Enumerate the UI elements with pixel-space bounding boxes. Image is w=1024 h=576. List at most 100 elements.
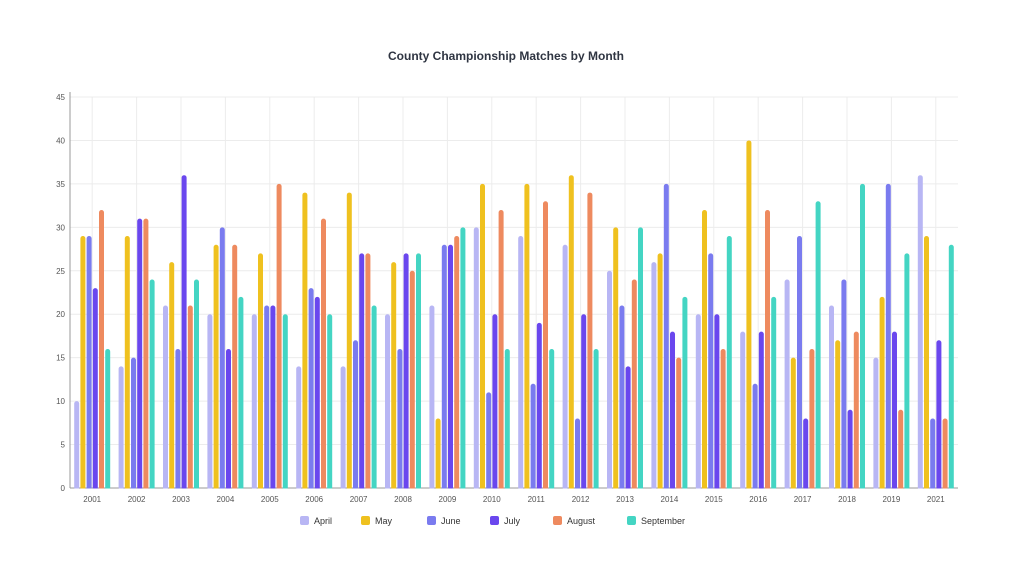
x-tick-label: 2021 — [927, 495, 945, 504]
bar-august-2003 — [187, 305, 193, 490]
y-tick-label: 10 — [56, 397, 65, 406]
x-tick-label: 2010 — [483, 495, 501, 504]
bar-may-2001 — [80, 236, 86, 490]
chart-title: County Championship Matches by Month — [388, 49, 624, 63]
bar-august-2005 — [276, 183, 282, 490]
bar-july-2005 — [270, 305, 276, 490]
bar-june-2017 — [797, 236, 802, 490]
bar-june-2005 — [264, 305, 270, 490]
legend: April May June July August September — [300, 516, 685, 526]
x-tick-label: 2013 — [616, 495, 634, 504]
bar-april-2009 — [429, 305, 435, 490]
bar-april-2014 — [651, 262, 657, 490]
bar-september-2009 — [460, 227, 466, 491]
bar-july-2015 — [714, 314, 720, 490]
bar-may-2018 — [835, 340, 841, 490]
bar-june-2012 — [575, 418, 580, 490]
legend-swatch — [553, 516, 562, 525]
x-tick-label: 2016 — [749, 495, 767, 504]
x-tick-label: 2011 — [528, 495, 546, 504]
bar-july-2021 — [936, 340, 942, 490]
bar-july-2006 — [314, 296, 320, 490]
bar-june-2009 — [441, 244, 447, 490]
legend-item-april[interactable]: April — [300, 516, 332, 526]
bar-april-2001 — [74, 401, 80, 490]
bar-april-2006 — [296, 366, 302, 490]
bar-april-2018 — [829, 305, 834, 490]
bar-may-2021 — [924, 236, 929, 490]
bar-august-2019 — [898, 409, 904, 490]
legend-item-august[interactable]: August — [553, 516, 596, 526]
bar-september-2015 — [726, 236, 732, 490]
bar-april-2010 — [473, 227, 479, 491]
bar-august-2010 — [498, 209, 504, 490]
x-tick-label: 2006 — [305, 495, 323, 504]
x-tick-label: 2008 — [394, 495, 412, 504]
bar-may-2006 — [302, 192, 308, 491]
bar-june-2001 — [86, 236, 92, 490]
bar-june-2011 — [530, 383, 536, 490]
bar-september-2019 — [904, 253, 910, 490]
bar-july-2018 — [847, 409, 853, 490]
bar-september-2016 — [771, 296, 777, 490]
bar-april-2016 — [740, 331, 746, 490]
legend-swatch — [627, 516, 636, 525]
bar-june-2010 — [486, 392, 492, 490]
bar-august-2021 — [942, 418, 948, 490]
bar-september-2001 — [105, 348, 111, 490]
y-tick-label: 45 — [56, 93, 65, 102]
bar-may-2010 — [480, 183, 485, 490]
bar-may-2011 — [524, 183, 530, 490]
bar-july-2008 — [403, 253, 409, 490]
bar-april-2021 — [917, 175, 923, 490]
y-tick-label: 20 — [56, 310, 65, 319]
bar-may-2009 — [435, 418, 441, 490]
bar-september-2010 — [504, 348, 510, 490]
y-tick-label: 40 — [56, 136, 65, 145]
bar-june-2008 — [397, 348, 403, 490]
bar-june-2018 — [841, 279, 847, 490]
bar-august-2004 — [232, 244, 238, 490]
bar-may-2005 — [258, 253, 263, 490]
bar-august-2007 — [365, 253, 371, 490]
legend-swatch — [300, 516, 309, 525]
bar-april-2008 — [385, 314, 390, 490]
bar-august-2009 — [454, 236, 460, 490]
bar-may-2017 — [790, 357, 796, 490]
bar-august-2013 — [631, 279, 637, 490]
bar-may-2013 — [613, 227, 619, 491]
x-tick-label: 2009 — [439, 495, 457, 504]
bar-september-2007 — [371, 305, 377, 490]
y-tick-label: 15 — [56, 354, 65, 363]
y-axis: 0 5 10 15 20 25 30 35 40 45 — [56, 92, 71, 493]
bar-july-2013 — [625, 366, 631, 490]
bar-july-2016 — [758, 331, 764, 490]
x-tick-label: 2012 — [572, 495, 590, 504]
legend-item-july[interactable]: July — [490, 516, 521, 526]
bar-may-2016 — [746, 140, 752, 490]
bar-may-2014 — [657, 253, 663, 490]
legend-label: May — [375, 516, 393, 526]
y-tick-label: 25 — [56, 267, 65, 276]
bar-july-2014 — [670, 331, 675, 490]
bar-august-2002 — [143, 218, 149, 490]
x-tick-label: 2003 — [172, 495, 190, 504]
bar-september-2008 — [416, 253, 421, 490]
bar-september-2011 — [549, 348, 555, 490]
baseline-mask — [71, 488, 959, 493]
bar-april-2017 — [784, 279, 790, 490]
bar-july-2017 — [803, 418, 809, 490]
bar-may-2019 — [879, 296, 885, 490]
legend-item-may[interactable]: May — [361, 516, 393, 526]
legend-swatch — [427, 516, 436, 525]
legend-item-september[interactable]: September — [627, 516, 685, 526]
legend-item-june[interactable]: June — [427, 516, 461, 526]
bar-september-2017 — [815, 201, 821, 490]
x-tick-label: 2015 — [705, 495, 723, 504]
bar-april-2003 — [163, 305, 168, 490]
bar-july-2019 — [892, 331, 897, 490]
bar-september-2005 — [282, 314, 288, 490]
legend-label: July — [504, 516, 521, 526]
bar-april-2019 — [873, 357, 879, 490]
